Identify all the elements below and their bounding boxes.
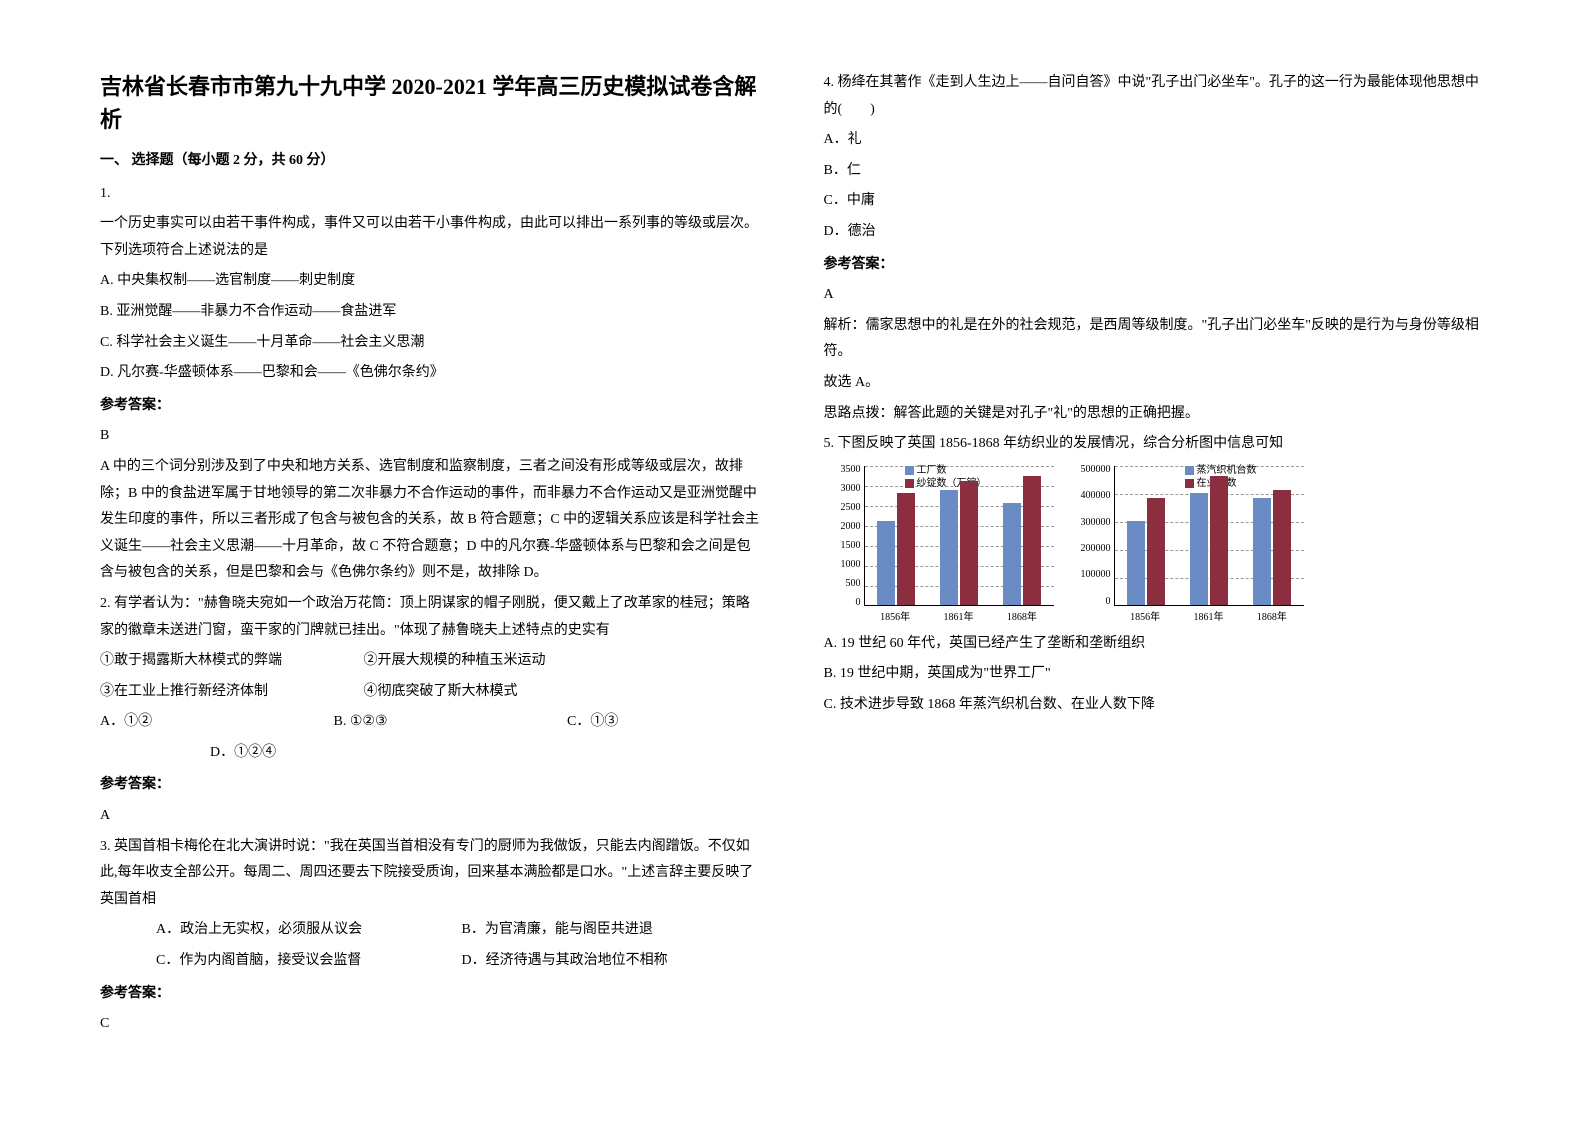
chart-y-tick: 3000: [827, 479, 861, 498]
q1-num: 1.: [100, 181, 764, 208]
q5-opt-b: B. 19 世纪中期，英国成为"世界工厂": [824, 661, 1488, 688]
chart-bar: [897, 493, 915, 605]
section-header-1: 一、 选择题（每小题 2 分，共 60 分）: [100, 148, 764, 175]
q2-item-2: ②开展大规模的种植玉米运动: [364, 648, 546, 675]
q3-opt-a: A．政治上无实权，必须服从议会: [128, 917, 458, 944]
q4-opt-a: A．礼: [824, 127, 1488, 154]
chart-y-tick: 400000: [1077, 486, 1111, 505]
q4-answer: A: [824, 282, 1488, 309]
q2-row1: ①敢于揭露斯大林模式的弊端 ②开展大规模的种植玉米运动: [100, 648, 764, 675]
q2-stem: 2. 有学者认为："赫鲁晓夫宛如一个政治万花筒：顶上阴谋家的帽子刚脱，便又戴上了…: [100, 591, 764, 644]
q3-stem: 3. 英国首相卡梅伦在北大演讲时说："我在英国当首相没有专门的厨师为我做饭，只能…: [100, 834, 764, 914]
q2-opts-row1: A．①② B. ①②③ C．①③: [100, 709, 764, 736]
q3-opt-b: B．为官清廉，能与阁臣共进退: [462, 922, 653, 937]
q2-answer: A: [100, 803, 764, 830]
q1-opt-a: A. 中央集权制——选官制度——刺史制度: [100, 268, 764, 295]
q4-answer-label: 参考答案：: [824, 252, 1488, 279]
q3-opts-row2: C．作为内阁首脑，接受议会监督 D．经济待遇与其政治地位不相称: [100, 948, 764, 975]
q2-row2: ③在工业上推行新经济体制 ④彻底突破了斯大林模式: [100, 679, 764, 706]
q4-opt-b: B．仁: [824, 158, 1488, 185]
chart-y-tick: 1500: [827, 536, 861, 555]
chart-y-tick: 100000: [1077, 565, 1111, 584]
chart-bar: [1127, 521, 1145, 605]
q4-explain-3: 思路点拨：解答此题的关键是对孔子"礼"的思想的正确把握。: [824, 401, 1488, 428]
q1-stem: 一个历史事实可以由若干事件构成，事件又可以由若干小事件构成，由此可以排出一系列事…: [100, 211, 764, 264]
chart-bar: [1023, 476, 1041, 605]
chart-x-tick: 1861年: [943, 608, 973, 627]
chart-y-tick: 0: [1077, 592, 1111, 611]
q3-opts-row1: A．政治上无实权，必须服从议会 B．为官清廉，能与阁臣共进退: [100, 917, 764, 944]
q5-stem: 5. 下图反映了英国 1856‐1868 年纺织业的发展情况，综合分析图中信息可…: [824, 431, 1488, 458]
q4-opt-d: D．德治: [824, 219, 1488, 246]
q5-opt-a: A. 19 世纪 60 年代，英国已经产生了垄断和垄断组织: [824, 631, 1488, 658]
q3-answer-label: 参考答案：: [100, 981, 764, 1008]
chart-y-tick: 200000: [1077, 539, 1111, 558]
q1-opt-d: D. 凡尔赛-华盛顿体系——巴黎和会——《色佛尔条约》: [100, 360, 764, 387]
q1-answer: B: [100, 423, 764, 450]
q2-opt-c: C．①③: [567, 709, 667, 736]
q4-opt-c: C．中庸: [824, 188, 1488, 215]
chart-x-tick: 1861年: [1193, 608, 1223, 627]
chart-bar: [877, 521, 895, 605]
page-title: 吉林省长春市市第九十九中学 2020-2021 学年高三历史模拟试卷含解析: [100, 70, 764, 136]
chart-x-tick: 1856年: [880, 608, 910, 627]
chart-bar: [960, 481, 978, 605]
chart-bar: [1003, 503, 1021, 605]
chart-bar: [940, 490, 958, 605]
chart-x-tick: 1868年: [1007, 608, 1037, 627]
chart-bar: [1253, 498, 1271, 604]
q2-item-3: ③在工业上推行新经济体制: [100, 679, 360, 706]
chart-y-tick: 2500: [827, 498, 861, 517]
q2-answer-label: 参考答案：: [100, 772, 764, 799]
q2-item-1: ①敢于揭露斯大林模式的弊端: [100, 648, 360, 675]
q2-item-4: ④彻底突破了斯大林模式: [364, 679, 518, 706]
q2-opt-d: D．①②④: [210, 740, 276, 767]
chart-bar: [1147, 498, 1165, 604]
chart-y-tick: 0: [827, 593, 861, 612]
chart-bar: [1273, 490, 1291, 605]
chart-y-tick: 1000: [827, 555, 861, 574]
q2-opts-row2: D．①②④: [100, 740, 764, 767]
q3-opt-c: C．作为内阁首脑，接受议会监督: [128, 948, 458, 975]
q4-stem: 4. 杨绛在其著作《走到人生边上——自问自答》中说"孔子出门必坐车"。孔子的这一…: [824, 70, 1488, 123]
chart-bar: [1210, 476, 1228, 605]
q1-answer-label: 参考答案：: [100, 393, 764, 420]
chart-y-tick: 500: [827, 574, 861, 593]
q4-explain-2: 故选 A。: [824, 370, 1488, 397]
chart-y-tick: 300000: [1077, 513, 1111, 532]
q1-opt-c: C. 科学社会主义诞生——十月革命——社会主义思潮: [100, 330, 764, 357]
chart-y-tick: 3500: [827, 460, 861, 479]
q2-opt-b: B. ①②③: [334, 709, 564, 736]
chart-y-tick: 500000: [1077, 460, 1111, 479]
chart-x-tick: 1868年: [1257, 608, 1287, 627]
q1-opt-b: B. 亚洲觉醒——非暴力不合作运动——食盐进军: [100, 299, 764, 326]
q2-opt-a: A．①②: [100, 709, 330, 736]
q5-charts: 3500300025002000150010005000工厂数纱锭数（万锭）18…: [824, 466, 1488, 627]
q5-chart-2: 5000004000003000002000001000000蒸汽织机台数在业人…: [1114, 466, 1304, 627]
q5-chart-1: 3500300025002000150010005000工厂数纱锭数（万锭）18…: [864, 466, 1054, 627]
chart-y-tick: 2000: [827, 517, 861, 536]
q4-explain-1: 解析：儒家思想中的礼是在外的社会规范，是西周等级制度。"孔子出门必坐车"反映的是…: [824, 313, 1488, 366]
q5-opt-c: C. 技术进步导致 1868 年蒸汽织机台数、在业人数下降: [824, 692, 1488, 719]
chart-bar: [1190, 493, 1208, 605]
q3-opt-d: D．经济待遇与其政治地位不相称: [462, 953, 668, 968]
q1-explain: A 中的三个词分别涉及到了中央和地方关系、选官制度和监察制度，三者之间没有形成等…: [100, 454, 764, 587]
chart-x-tick: 1856年: [1130, 608, 1160, 627]
q3-answer: C: [100, 1011, 764, 1038]
